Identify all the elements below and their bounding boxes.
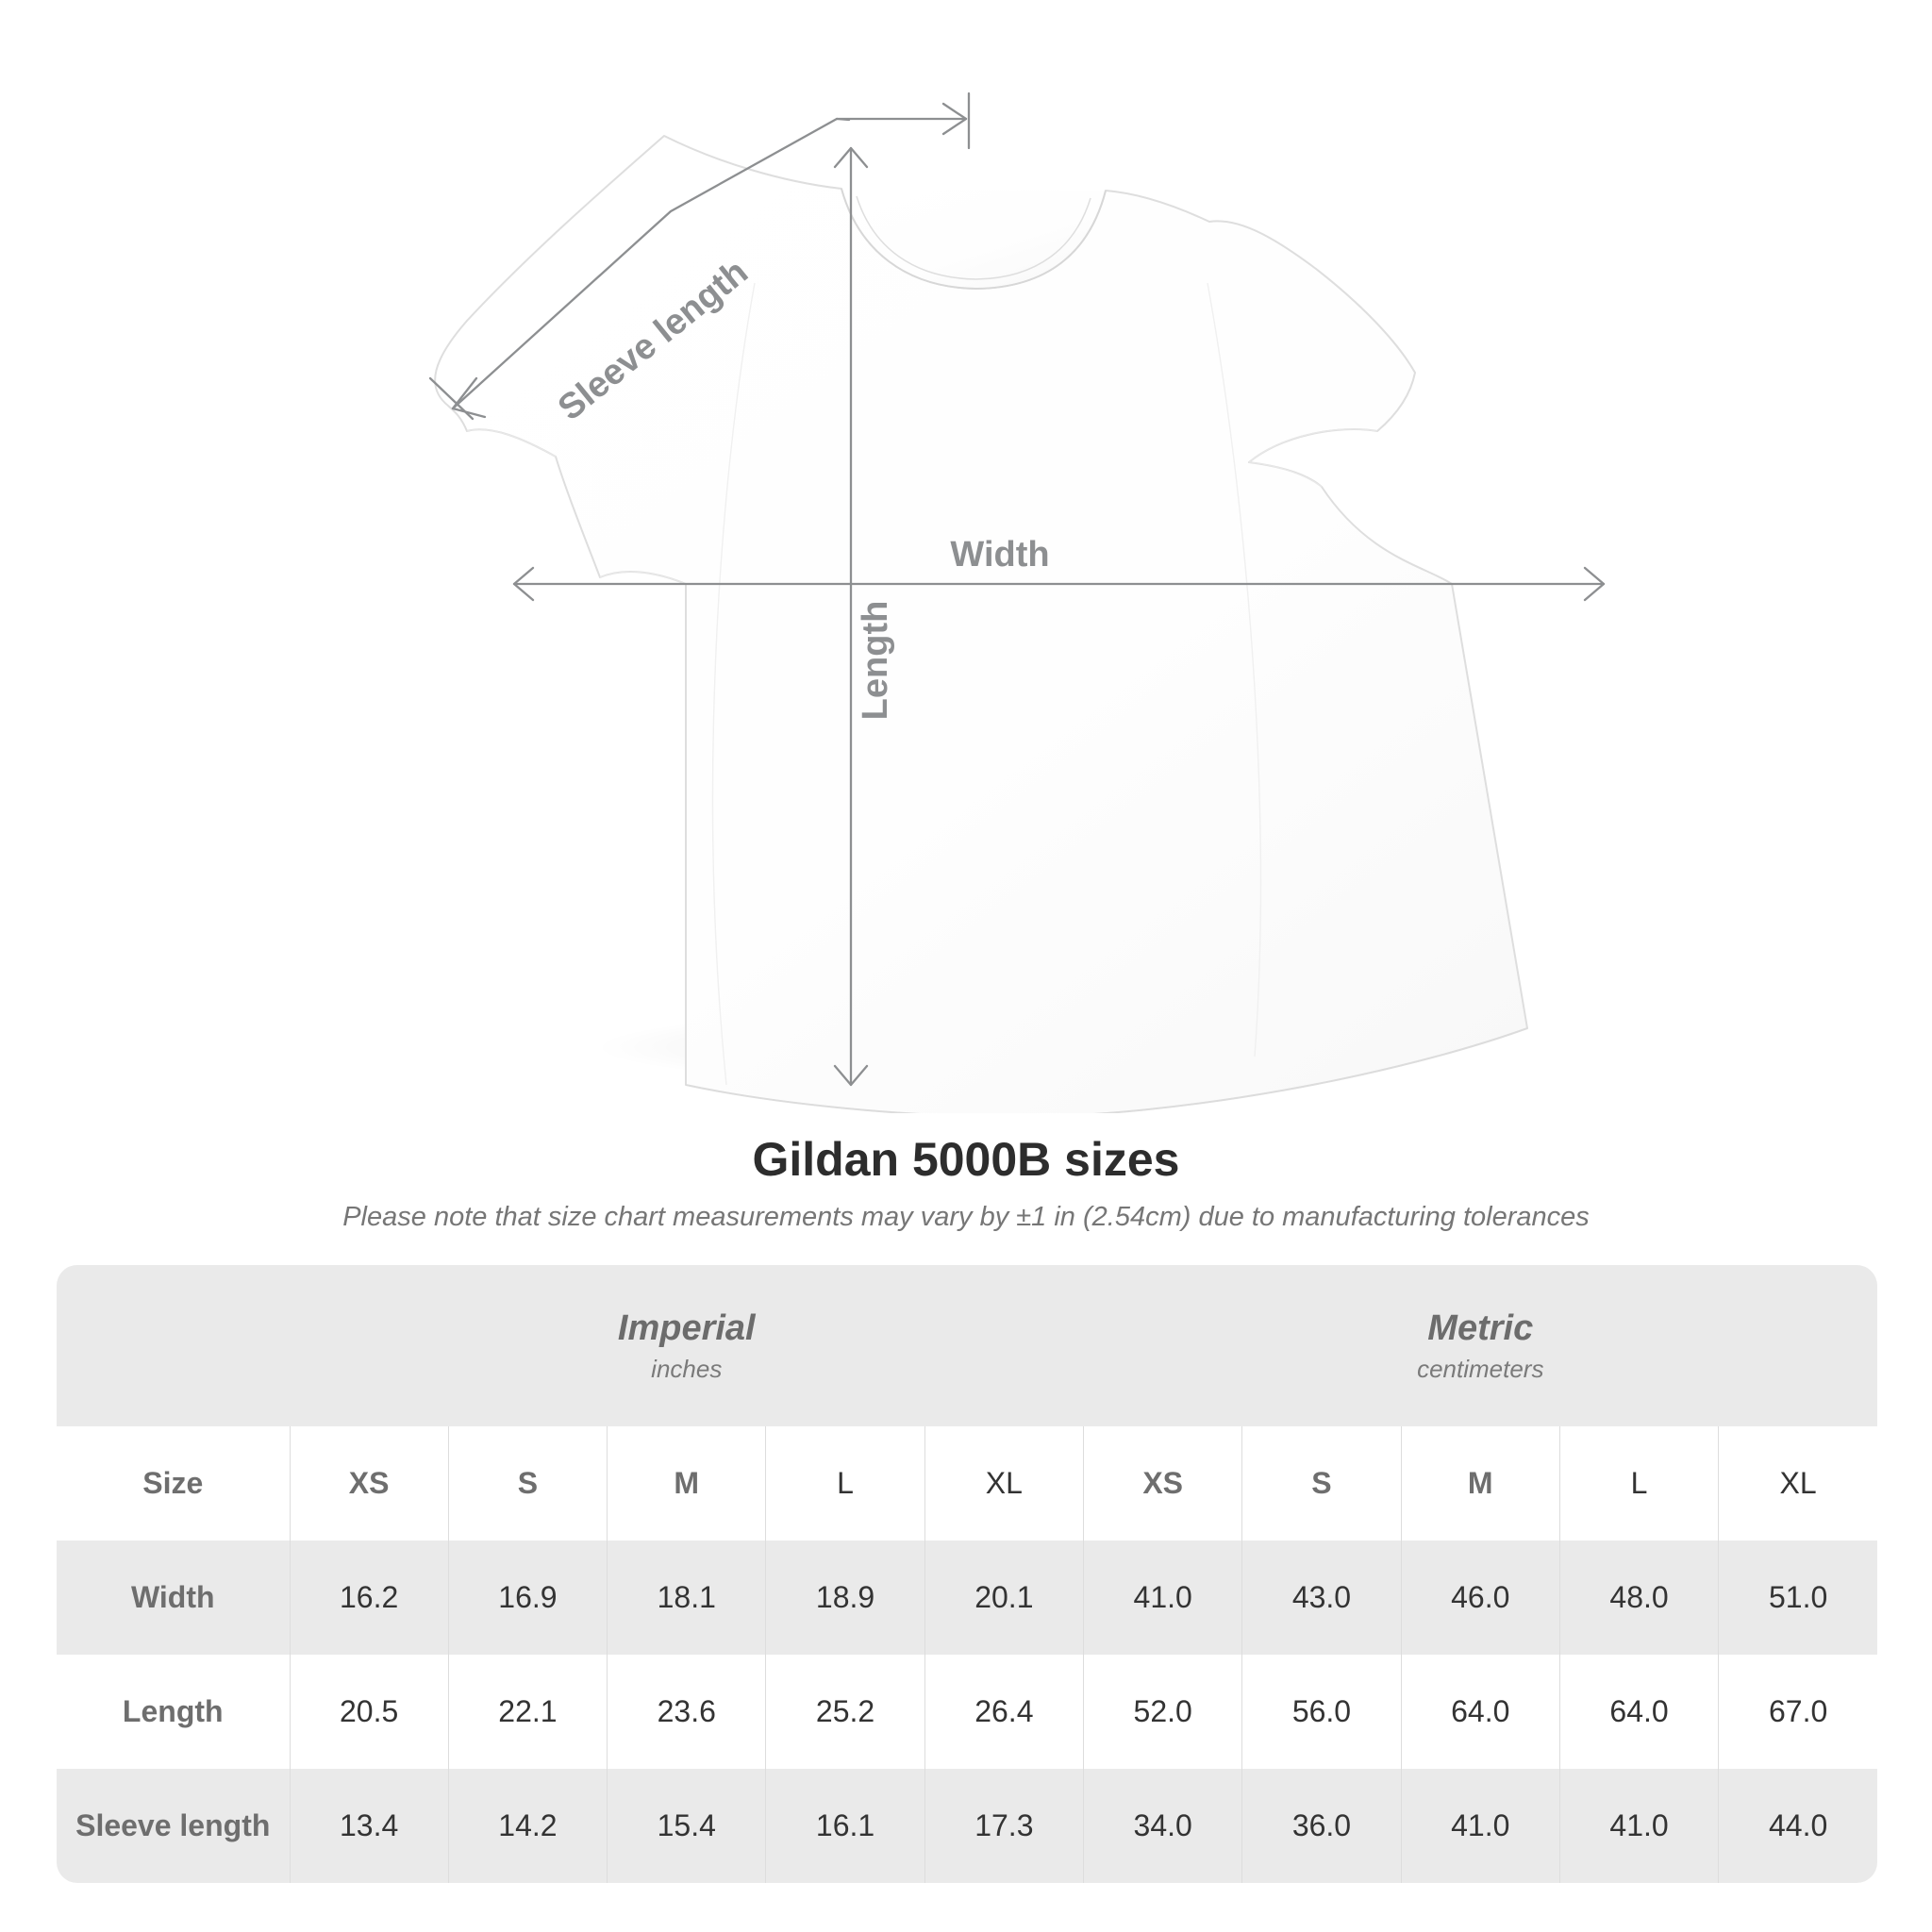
svg-text:Width: Width (950, 535, 1049, 575)
svg-text:Length: Length (856, 601, 895, 721)
